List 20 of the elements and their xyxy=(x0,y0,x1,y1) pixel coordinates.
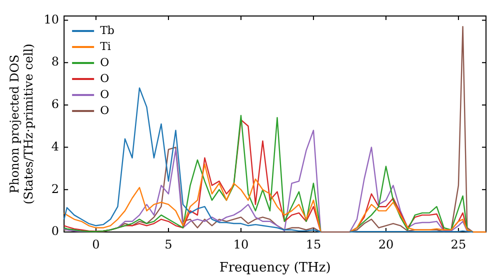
y-tick-label: 4 xyxy=(51,139,60,154)
legend-label: Ti xyxy=(100,40,112,53)
y-tick-label: 2 xyxy=(51,182,60,196)
x-tick-label: 5 xyxy=(164,237,172,252)
x-tick-label: 0 xyxy=(92,237,100,252)
y-axis-title: Phonon projected DOS (States/THz·primitive cell) xyxy=(7,44,36,204)
y-tick-label: 6 xyxy=(51,97,60,112)
legend-label: O xyxy=(100,56,110,69)
legend-label: O xyxy=(100,72,110,85)
y-tick-label: 0 xyxy=(51,224,60,238)
y-tick-label: 10 xyxy=(44,12,60,26)
y-tick-label: 8 xyxy=(51,54,60,69)
x-axis-title: Frequency (THz) xyxy=(219,260,331,276)
x-tick-label: 15 xyxy=(306,237,322,252)
legend-label: Tb xyxy=(100,24,114,37)
x-tick-label: 20 xyxy=(378,237,394,252)
x-tick-label: 10 xyxy=(233,237,249,252)
legend-label: O xyxy=(100,104,110,117)
x-tick-label: 25 xyxy=(450,237,466,252)
legend-label: O xyxy=(100,88,110,101)
